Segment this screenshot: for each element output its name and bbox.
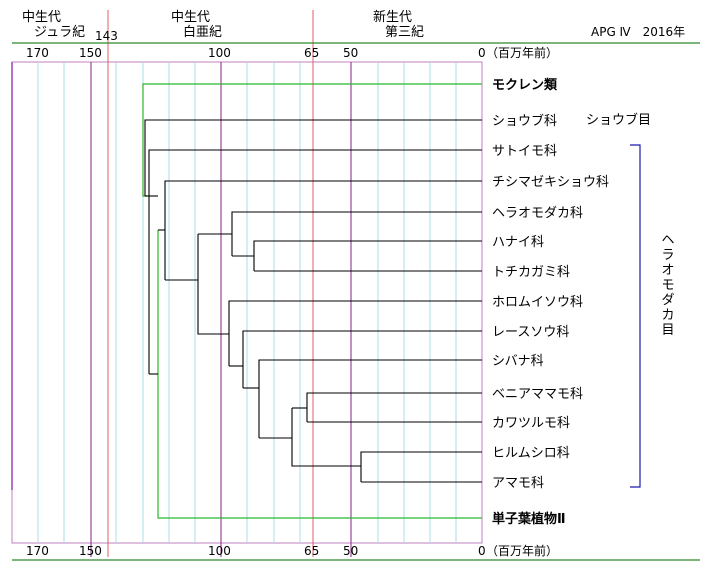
order-label-char: ダ <box>661 293 674 308</box>
tick-label-top: 150 <box>79 46 102 60</box>
tick-label-bottom: 0 <box>478 544 486 558</box>
label-scheuchzeriaceae: ホロムイソウ科 <box>492 295 583 310</box>
label-zosteraceae: アマモ科 <box>492 476 544 491</box>
label-hydrocharitaceae: トチカガミ科 <box>492 265 570 280</box>
label-monocots-ii: 単子葉植物Ⅱ <box>492 511 566 527</box>
branch-alismataceae <box>231 211 482 256</box>
period-label-cretaceous: 白亜紀 <box>183 24 222 40</box>
branch-juncaginaceae <box>258 359 482 438</box>
tick-label-bottom: 100 <box>208 544 231 558</box>
order-label-acorales: ショウブ目 <box>586 112 651 128</box>
tick-label-top: 0 <box>478 46 486 60</box>
order-label-char: カ <box>661 308 674 323</box>
branch-maundiaceae <box>306 392 482 422</box>
tick-label-top: 170 <box>26 46 49 60</box>
tick-label-bottom: 150 <box>79 544 102 558</box>
tick-label-top: 65 <box>304 46 319 60</box>
branch-potamogetonaceae <box>360 451 482 482</box>
order-label-char: ラ <box>661 248 674 263</box>
node-potamogetonaceae-zosteraceae <box>291 408 361 467</box>
tick-label-bottom: 170 <box>26 544 49 558</box>
label-potamogetonaceae: ヒルムシロ科 <box>492 446 570 461</box>
label-juncaginaceae: シバナ科 <box>492 354 544 369</box>
label-ruppiaceae: カワツルモ科 <box>492 416 570 431</box>
label-araceae: サトイモ科 <box>492 144 557 159</box>
label-maundiaceae: ベニアママモ科 <box>492 387 583 402</box>
order-label-char: 目 <box>661 323 674 338</box>
order-label-char: オ <box>661 263 674 278</box>
order-label-alismatales: ヘラオモダカ目 <box>661 233 674 338</box>
label-acoraceae: ショウブ科 <box>492 113 557 129</box>
era-label-jurassic: 中生代 <box>22 10 61 25</box>
time-gridlines <box>37 62 457 543</box>
axis-unit-bottom: （百万年前） <box>486 543 558 558</box>
branch-monocots-ii <box>157 230 482 519</box>
tick-label-top: 100 <box>208 46 231 60</box>
boundary-label-143: 143 <box>95 29 118 43</box>
order-label-char: モ <box>661 278 674 293</box>
label-aponogetonaceae: レースソウ科 <box>492 325 569 340</box>
period-label-jurassic: ジュラ紀 <box>34 25 85 40</box>
node-core-alismatids <box>197 234 229 335</box>
period-label-tertiary: 第三紀 <box>385 25 424 40</box>
branch-tofieldiaceae <box>164 180 482 280</box>
branch-scheuchzeriaceae <box>228 300 482 366</box>
branch-acoraceae <box>144 119 482 196</box>
branch-butomaceae <box>253 240 482 271</box>
era-label-cretaceous: 中生代 <box>171 10 210 25</box>
label-magnolids: モクレン類 <box>492 78 558 93</box>
era-label-tertiary: 新生代 <box>373 9 412 25</box>
order-bracket-alismatales <box>630 144 641 488</box>
branch-aponogetonaceae <box>242 330 482 388</box>
tick-label-bottom: 65 <box>304 544 319 558</box>
label-alismataceae: ヘラオモダカ科 <box>492 206 583 221</box>
tick-label-top: 50 <box>343 46 358 60</box>
order-label-char: ヘ <box>661 233 674 248</box>
branch-araceae <box>148 149 482 374</box>
cladogram <box>144 119 482 483</box>
axis-unit-top: （百万年前） <box>486 45 558 60</box>
system-label: APG Ⅳ 2016年 <box>591 25 685 39</box>
label-tofieldiaceae: チシマゼキショウ科 <box>492 175 609 190</box>
tick-label-bottom: 50 <box>343 544 358 558</box>
label-butomaceae: ハナイ科 <box>492 235 544 250</box>
